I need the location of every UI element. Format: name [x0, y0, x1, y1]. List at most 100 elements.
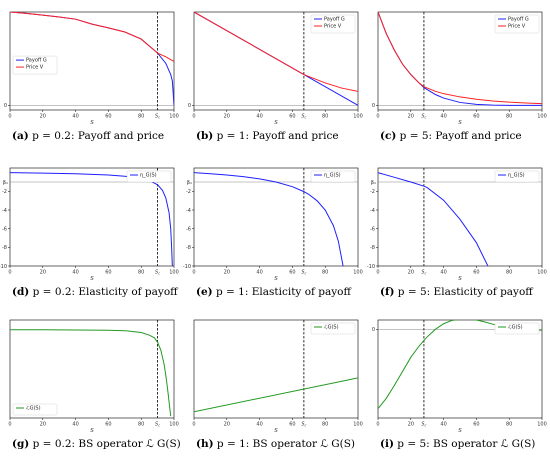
legend-entry: Price V: [324, 24, 342, 30]
legend-entry: ℒG(S): [26, 406, 41, 412]
x-tick-label: 20: [224, 422, 230, 428]
x-tick-label: 40: [256, 270, 262, 276]
subplot-h: 0 20 40 60 80 100 Sc S ℒG(S) (h) p = 1: BS operat…: [192, 319, 363, 450]
legend-box: [310, 170, 356, 183]
legend-entry: Price V: [508, 24, 526, 30]
x-tick-label: 40: [72, 114, 78, 120]
critical-tick-label: Sc: [155, 422, 160, 428]
y-tick-label: -10: [0, 264, 7, 270]
x-tick-label: 60: [289, 422, 295, 428]
x-tick-label: 0: [376, 422, 379, 428]
x-tick-label: 20: [40, 422, 46, 428]
critical-tick-label: Sc: [301, 114, 306, 120]
y-tick-label: -6: [186, 226, 191, 232]
x-tick-label: 20: [408, 270, 414, 276]
subplot-caption: (g) p = 0.2: BS operator ℒ G(S): [12, 438, 181, 450]
series-line-blue: [194, 172, 344, 266]
x-tick-label: 60: [473, 422, 479, 428]
x-tick-label: 80: [138, 422, 144, 428]
series-line-green: [194, 377, 358, 413]
legend-box: [494, 170, 540, 183]
subplot-g: 0 20 40 60 80 100 Sc S ℒG(S) (g) p = 0.2: BS oper…: [8, 319, 181, 450]
y-tick-label: -2: [370, 189, 375, 195]
legend-entry: Price V: [26, 65, 44, 71]
critical-tick-label: Sc: [421, 114, 426, 120]
legend: η_G(S): [126, 170, 172, 183]
y-tick-label: -10: [183, 264, 191, 270]
legend: η_G(S): [310, 170, 356, 183]
x-tick-label: 20: [40, 270, 46, 276]
subplot-i: 0 20 40 60 80 100 Sc 0 S ℒG(S) (i) p = 5: BS opera…: [372, 319, 547, 450]
x-tick-label: 80: [138, 114, 144, 120]
legend-box: [126, 170, 172, 183]
critical-tick-label: Sc: [155, 270, 160, 276]
x-tick-label: 20: [224, 114, 230, 120]
series-line-blue: [378, 172, 489, 266]
x-axis-label: S: [458, 120, 462, 126]
legend: ℒG(S): [12, 403, 58, 416]
legend: ℒG(S): [494, 322, 540, 335]
x-tick-label: 80: [322, 270, 328, 276]
x-tick-label: 0: [192, 422, 195, 428]
y-tick-label: -4: [370, 208, 375, 214]
series-line-blue: [10, 172, 173, 266]
series-line-red: [10, 12, 174, 62]
x-tick-label: 100: [537, 422, 547, 428]
x-tick-label: 20: [224, 270, 230, 276]
plot-frame: [193, 319, 359, 419]
y-tick-label: -10: [367, 264, 375, 270]
critical-tick-label: Sc: [301, 422, 306, 428]
y-tick-label: -2: [186, 189, 191, 195]
x-tick-label: 40: [72, 270, 78, 276]
x-tick-label: 60: [289, 114, 295, 120]
x-tick-label: 40: [72, 422, 78, 428]
subplot-d: β₁ 0 20 40 60 80 100 Sc -10 -8 -6 -4 -2 Sη_G(S) (d) p …: [0, 167, 179, 298]
x-tick-label: 20: [40, 114, 46, 120]
legend-box: [12, 403, 58, 416]
x-tick-label: 0: [192, 114, 195, 120]
y-tick-label: -8: [186, 245, 191, 251]
x-tick-label: 100: [353, 422, 363, 428]
x-tick-label: 0: [8, 422, 11, 428]
x-tick-label: 60: [289, 270, 295, 276]
x-tick-label: 0: [8, 114, 11, 120]
subplot-caption: (a) p = 0.2: Payoff and price: [12, 130, 164, 142]
critical-tick-label: Sc: [421, 422, 426, 428]
legend-entry: η_G(S): [140, 173, 157, 179]
y-tick-label: 0: [372, 103, 375, 109]
critical-tick-label: Sc: [421, 270, 426, 276]
x-tick-label: 60: [105, 114, 111, 120]
x-tick-label: 40: [440, 422, 446, 428]
x-tick-label: 0: [8, 270, 11, 276]
x-tick-label: 100: [353, 114, 363, 120]
x-tick-label: 0: [192, 270, 195, 276]
x-tick-label: 40: [256, 114, 262, 120]
plot-frame: [9, 167, 175, 267]
y-tick-label: -6: [370, 226, 375, 232]
x-axis-label: S: [274, 428, 278, 434]
x-tick-label: 80: [322, 422, 328, 428]
x-tick-label: 60: [473, 270, 479, 276]
plot-frame: [193, 167, 359, 267]
legend-entry: Payoff G: [26, 58, 47, 64]
hline-label: β₁: [3, 180, 8, 186]
legend-entry: η_G(S): [324, 173, 341, 179]
subplot-caption: (i) p = 5: BS operator ℒ G(S): [380, 438, 535, 450]
y-tick-label: 0: [372, 327, 375, 333]
x-tick-label: 60: [105, 270, 111, 276]
plot-frame: [193, 11, 359, 111]
y-tick-label: -6: [2, 226, 7, 232]
subplot-caption: (b) p = 1: Payoff and price: [196, 130, 339, 142]
plot-frame: [9, 319, 175, 419]
legend: ℒG(S): [310, 322, 356, 335]
x-tick-label: 80: [506, 114, 512, 120]
legend-entry: Payoff G: [508, 17, 529, 23]
y-tick-label: -4: [2, 208, 7, 214]
x-tick-label: 20: [408, 422, 414, 428]
x-axis-label: S: [90, 120, 94, 126]
hline-label: β₁: [371, 180, 376, 186]
